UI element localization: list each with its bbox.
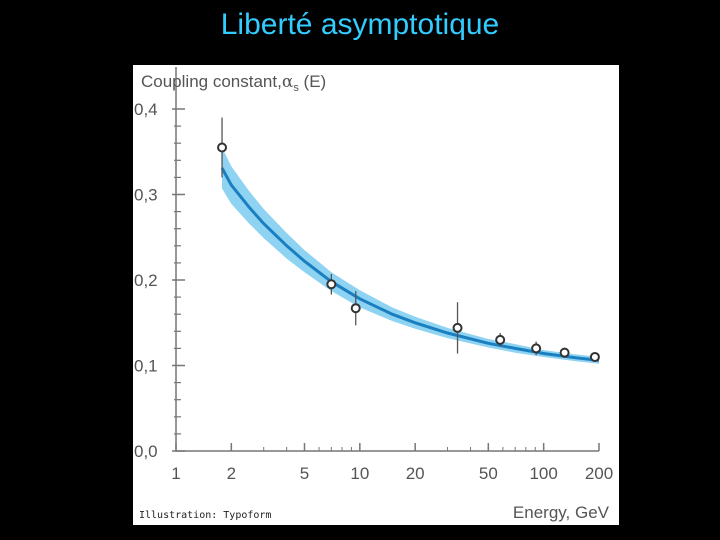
x-tick-label: 5	[300, 464, 309, 483]
data-point	[589, 351, 600, 362]
data-points-layer	[217, 117, 600, 362]
x-tick-label: 20	[406, 464, 425, 483]
uncertainty-band-layer	[222, 147, 599, 364]
data-point	[326, 274, 337, 295]
y-tick-label: 0,4	[134, 100, 158, 119]
data-point-marker	[326, 279, 337, 290]
axes-layer	[172, 67, 600, 452]
data-point-marker	[589, 351, 600, 362]
y-axis-label: Coupling constant,αs (E)	[141, 72, 326, 94]
data-point-marker	[495, 334, 506, 345]
x-tick-label: 10	[350, 464, 369, 483]
data-point	[531, 341, 542, 356]
coupling-constant-chart: 1 2 5 10 20 50 100 200 0,0 0,1 0,2 0,3 0,4 Coupling …	[134, 67, 613, 522]
data-point	[495, 333, 506, 347]
y-tick-label: 0,0	[134, 442, 158, 461]
theory-curve	[220, 167, 600, 362]
y-tick-label: 0,1	[134, 357, 158, 376]
data-point	[452, 302, 463, 354]
slide-title: Liberté asymptotique	[220, 8, 500, 41]
data-point-marker	[217, 142, 228, 153]
x-tick-label: 50	[479, 464, 498, 483]
chart-panel: 1 2 5 10 20 50 100 200 0,0 0,1 0,2 0,3 0,4 Coupling …	[133, 65, 619, 525]
x-tick-label: 2	[227, 464, 236, 483]
data-point-marker	[559, 347, 570, 358]
theory-curve-layer	[220, 167, 600, 362]
data-point-marker	[531, 343, 542, 354]
data-point-marker	[350, 303, 361, 314]
illustration-credit: Illustration: Typoform	[139, 510, 271, 521]
uncertainty-band	[222, 147, 599, 364]
x-tick-label: 100	[529, 464, 557, 483]
tick-labels-layer: 1 2 5 10 20 50 100 200 0,0 0,1 0,2 0,3 0,4	[134, 100, 613, 483]
y-tick-label: 0,3	[134, 186, 158, 205]
x-tick-label: 200	[585, 464, 613, 483]
x-axis-label: Energy, GeV	[513, 503, 610, 522]
data-point	[217, 117, 228, 178]
data-point	[559, 347, 570, 358]
minor-ticks	[174, 108, 600, 452]
data-point	[350, 291, 361, 326]
data-point-marker	[452, 322, 463, 333]
x-tick-label: 1	[171, 464, 180, 483]
y-tick-label: 0,2	[134, 271, 158, 290]
